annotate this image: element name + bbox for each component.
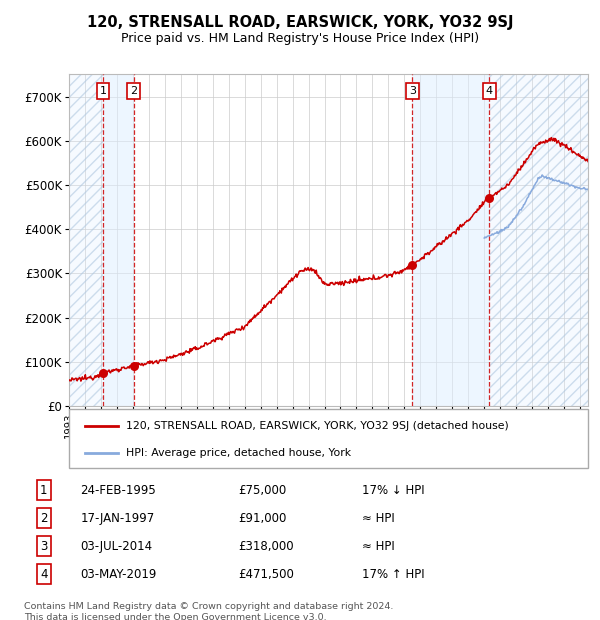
Bar [69, 74, 103, 406]
Text: 1: 1 [100, 86, 106, 96]
Text: 2: 2 [130, 86, 137, 96]
Text: 17-JAN-1997: 17-JAN-1997 [80, 512, 155, 525]
Text: 120, STRENSALL ROAD, EARSWICK, YORK, YO32 9SJ: 120, STRENSALL ROAD, EARSWICK, YORK, YO3… [87, 16, 513, 30]
Text: £75,000: £75,000 [238, 484, 287, 497]
Text: Contains HM Land Registry data © Crown copyright and database right 2024.
This d: Contains HM Land Registry data © Crown c… [24, 602, 394, 620]
Text: 17% ↑ HPI: 17% ↑ HPI [362, 568, 425, 581]
Text: £318,000: £318,000 [238, 540, 294, 553]
Bar [103, 74, 134, 406]
Text: £471,500: £471,500 [238, 568, 294, 581]
Text: 17% ↓ HPI: 17% ↓ HPI [362, 484, 425, 497]
Text: HPI: Average price, detached house, York: HPI: Average price, detached house, York [126, 448, 351, 458]
Text: 4: 4 [486, 86, 493, 96]
Text: 3: 3 [409, 86, 416, 96]
Bar [490, 74, 588, 406]
Text: 4: 4 [40, 568, 47, 581]
Text: ≈ HPI: ≈ HPI [362, 512, 395, 525]
Bar [412, 74, 490, 406]
Bar [490, 74, 588, 406]
Text: 1: 1 [40, 484, 47, 497]
Text: 3: 3 [40, 540, 47, 553]
Text: 03-MAY-2019: 03-MAY-2019 [80, 568, 157, 581]
Text: ≈ HPI: ≈ HPI [362, 540, 395, 553]
Text: 120, STRENSALL ROAD, EARSWICK, YORK, YO32 9SJ (detached house): 120, STRENSALL ROAD, EARSWICK, YORK, YO3… [126, 421, 509, 431]
Text: 24-FEB-1995: 24-FEB-1995 [80, 484, 156, 497]
Text: £91,000: £91,000 [238, 512, 287, 525]
Text: Price paid vs. HM Land Registry's House Price Index (HPI): Price paid vs. HM Land Registry's House … [121, 32, 479, 45]
Bar [69, 74, 103, 406]
Text: 2: 2 [40, 512, 47, 525]
Text: 03-JUL-2014: 03-JUL-2014 [80, 540, 152, 553]
